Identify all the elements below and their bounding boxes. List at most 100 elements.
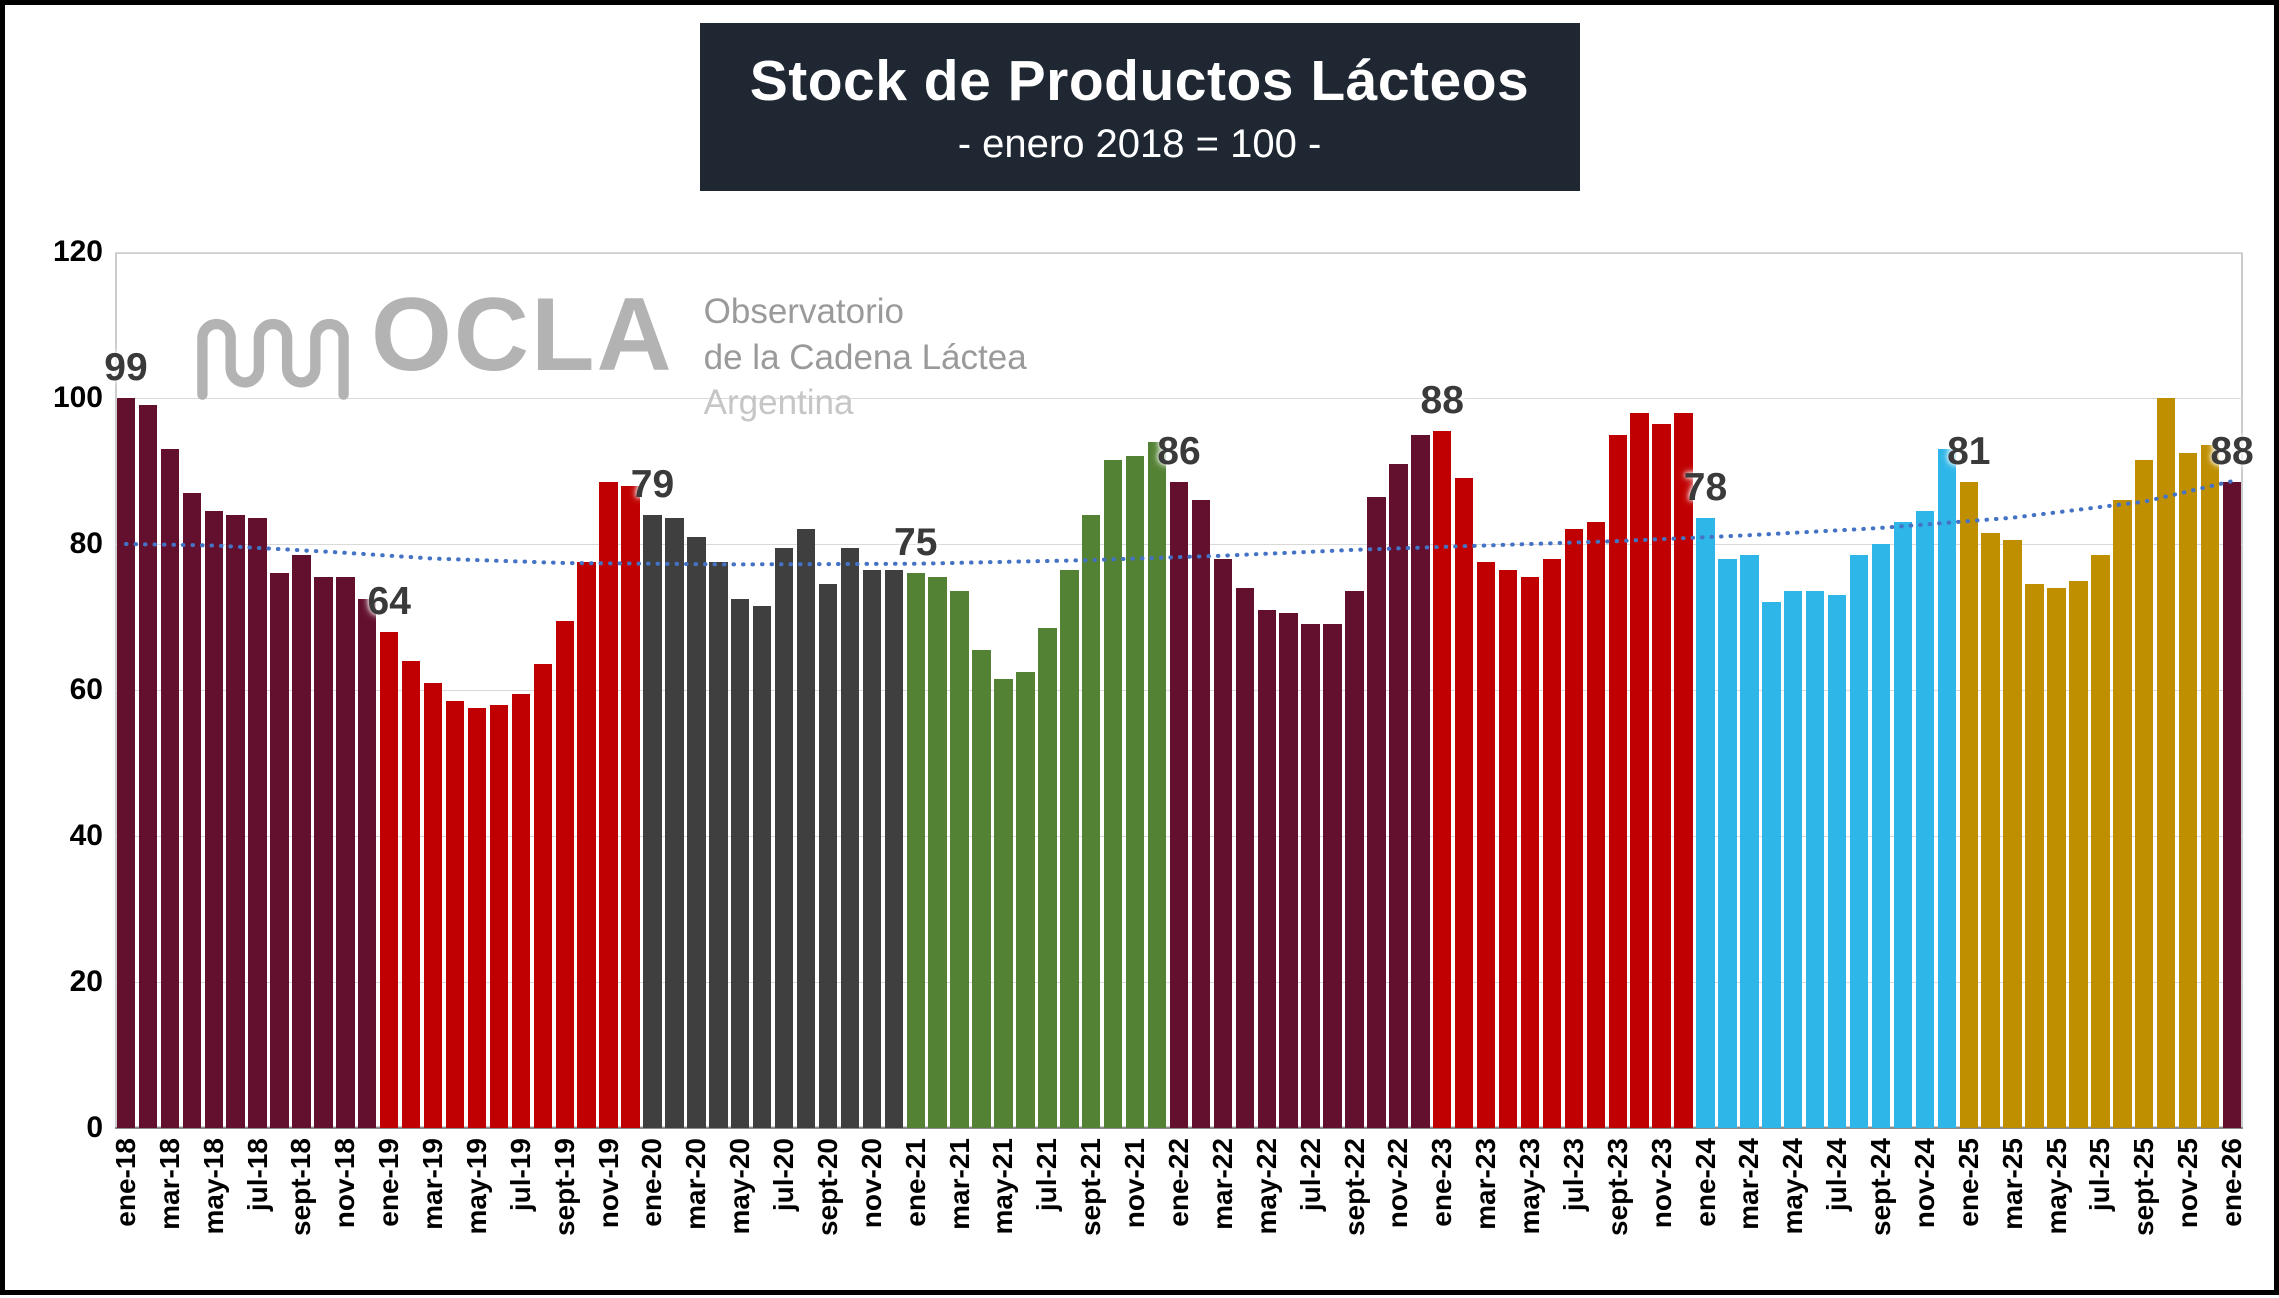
bar-month-59 — [1411, 434, 1430, 1128]
x-tick-label: may-18 — [196, 1138, 232, 1298]
bar-month-34 — [862, 569, 882, 1128]
x-tick-label-text: nov-20 — [855, 1138, 887, 1229]
bar-month-40 — [994, 679, 1013, 1128]
data-label-64: 64 — [367, 579, 411, 623]
bar-month-32 — [818, 584, 838, 1128]
bar-month-57 — [1367, 496, 1386, 1128]
x-tick-label-text: may-21 — [987, 1138, 1019, 1235]
x-tick-label: may-20 — [722, 1138, 758, 1298]
bar-month-52 — [1257, 609, 1276, 1128]
x-tick-label-text: jul-23 — [1557, 1138, 1589, 1212]
x-tick-label: mar-21 — [942, 1138, 978, 1298]
bar-month-70 — [1652, 423, 1671, 1128]
bar-month-77 — [1805, 591, 1825, 1128]
bar-month-24 — [643, 514, 662, 1128]
bar-month-58 — [1389, 463, 1408, 1128]
x-tick-label-text: mar-21 — [943, 1138, 975, 1230]
ocla-brand-text: OCLA — [371, 277, 674, 393]
data-label-88: 88 — [2210, 429, 2254, 473]
x-tick-label: nov-23 — [1644, 1138, 1680, 1298]
x-tick-label-text: may-20 — [724, 1138, 756, 1235]
bar-month-83 — [1937, 449, 1957, 1128]
x-tick-label: sept-19 — [547, 1138, 583, 1298]
y-tick-label: 100 — [52, 381, 103, 414]
x-tick-label-text: mar-23 — [1470, 1138, 1502, 1230]
x-tick-label: mar-20 — [678, 1138, 714, 1298]
y-tick-label: 20 — [69, 965, 103, 998]
bar-month-37 — [928, 576, 947, 1128]
x-tick-label: ene-24 — [1688, 1138, 1724, 1298]
bar-month-26 — [687, 536, 706, 1128]
bar-month-1 — [138, 405, 158, 1128]
x-tick-label: sept-25 — [2126, 1138, 2162, 1298]
x-tick-label-text: jul-18 — [241, 1138, 273, 1212]
bar-month-46 — [1125, 456, 1145, 1128]
bar-month-27 — [709, 562, 728, 1128]
x-tick-label: nov-19 — [591, 1138, 627, 1298]
x-tick-label-text: ene-26 — [2216, 1138, 2248, 1227]
bar-month-38 — [950, 591, 969, 1128]
bar-month-47 — [1147, 441, 1167, 1128]
bar-month-63 — [1498, 569, 1518, 1128]
x-tick-label: may-23 — [1512, 1138, 1548, 1298]
bar-month-62 — [1476, 562, 1496, 1128]
bar-month-5 — [226, 514, 245, 1128]
bar-month-66 — [1564, 529, 1584, 1128]
x-tick-label: jul-24 — [1819, 1138, 1855, 1298]
bar-month-11 — [358, 598, 377, 1128]
bar-month-35 — [884, 569, 903, 1128]
x-tick-label-text: jul-22 — [1294, 1138, 1326, 1212]
x-tick-label-text: mar-19 — [417, 1138, 449, 1230]
bar-month-90 — [2091, 554, 2110, 1128]
bar-month-91 — [2113, 500, 2132, 1128]
bar-month-69 — [1630, 412, 1649, 1128]
bar-month-0 — [116, 398, 136, 1128]
x-tick-label: jul-20 — [766, 1138, 802, 1298]
x-tick-label-text: ene-20 — [636, 1138, 668, 1227]
x-tick-label-text: sept-20 — [811, 1138, 843, 1237]
x-tick-label: mar-23 — [1468, 1138, 1504, 1298]
bar-month-6 — [248, 518, 267, 1128]
x-tick-label: nov-18 — [327, 1138, 363, 1298]
bar-month-29 — [752, 606, 772, 1128]
x-tick-label-text: ene-21 — [899, 1138, 931, 1227]
x-tick-label-text: may-22 — [1250, 1138, 1282, 1235]
bar-month-56 — [1345, 591, 1364, 1128]
bar-month-88 — [2047, 587, 2066, 1128]
x-tick-label-text: nov-19 — [592, 1138, 624, 1229]
bar-month-55 — [1323, 624, 1342, 1128]
bar-month-81 — [1893, 522, 1913, 1128]
bar-month-49 — [1191, 500, 1211, 1128]
x-tick-label: may-21 — [985, 1138, 1021, 1298]
bar-month-17 — [489, 704, 509, 1128]
bar-month-41 — [1016, 671, 1035, 1128]
bar-month-93 — [2157, 398, 2176, 1128]
data-label-81: 81 — [1947, 429, 1991, 473]
bar-month-45 — [1103, 460, 1123, 1128]
x-tick-label: ene-22 — [1161, 1138, 1197, 1298]
bar-month-30 — [774, 547, 794, 1128]
bar-month-48 — [1169, 481, 1189, 1128]
bar-month-9 — [314, 576, 333, 1128]
bar-month-82 — [1915, 511, 1935, 1128]
bar-month-87 — [2025, 584, 2044, 1128]
x-tick-label-text: may-23 — [1514, 1138, 1545, 1235]
bar-month-53 — [1279, 613, 1298, 1128]
x-tick-label: sept-22 — [1337, 1138, 1373, 1298]
bar-month-74 — [1740, 554, 1759, 1128]
gridline-0 — [115, 1127, 2243, 1129]
bar-month-2 — [160, 449, 180, 1128]
bar-month-50 — [1213, 558, 1233, 1128]
x-tick-label: nov-21 — [1117, 1138, 1153, 1298]
gridline-120 — [115, 251, 2243, 253]
x-tick-label-text: ene-18 — [109, 1138, 141, 1227]
x-tick-label-text: nov-21 — [1119, 1138, 1151, 1229]
x-tick-label-text: may-25 — [2040, 1138, 2072, 1235]
x-tick-label-text: may-19 — [460, 1138, 492, 1235]
x-tick-label-text: mar-24 — [1733, 1138, 1765, 1230]
x-tick-label: mar-24 — [1731, 1138, 1767, 1298]
bar-month-79 — [1849, 554, 1869, 1128]
x-tick-label-text: ene-22 — [1163, 1138, 1194, 1227]
x-tick-label-text: mar-18 — [153, 1138, 185, 1230]
